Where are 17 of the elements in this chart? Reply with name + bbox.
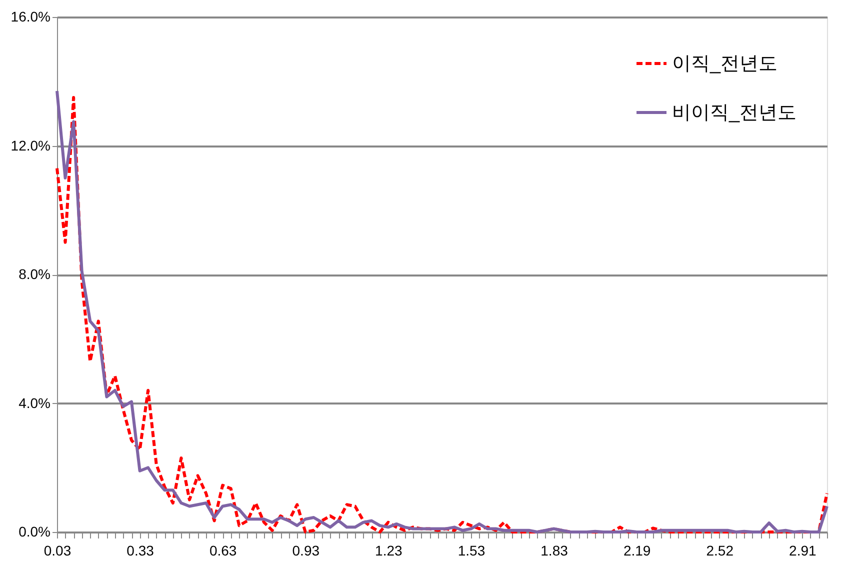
y-tick-label: 16.0%: [10, 8, 50, 24]
x-tick-label: 0.63: [209, 542, 237, 558]
y-tick-label: 12.0%: [10, 137, 50, 154]
x-tick-label: 1.53: [458, 542, 486, 558]
x-tick-label: 2.19: [623, 542, 651, 558]
x-tick-label: 2.91: [789, 542, 816, 558]
x-tick-label: 0.03: [44, 542, 72, 558]
x-tick-label: 0.93: [292, 542, 320, 558]
x-tick-label: 2.52: [706, 542, 734, 558]
y-tick-label: 0.0%: [18, 524, 50, 540]
legend-label: 이직_전년도: [672, 54, 778, 74]
x-tick-label: 1.23: [375, 542, 403, 558]
x-tick-label: 1.83: [540, 542, 568, 558]
y-tick-label: 8.0%: [18, 266, 50, 282]
legend-label: 비이직_전년도: [672, 102, 797, 124]
x-tick-label: 0.33: [126, 542, 154, 558]
y-tick-label: 4.0%: [18, 394, 50, 411]
